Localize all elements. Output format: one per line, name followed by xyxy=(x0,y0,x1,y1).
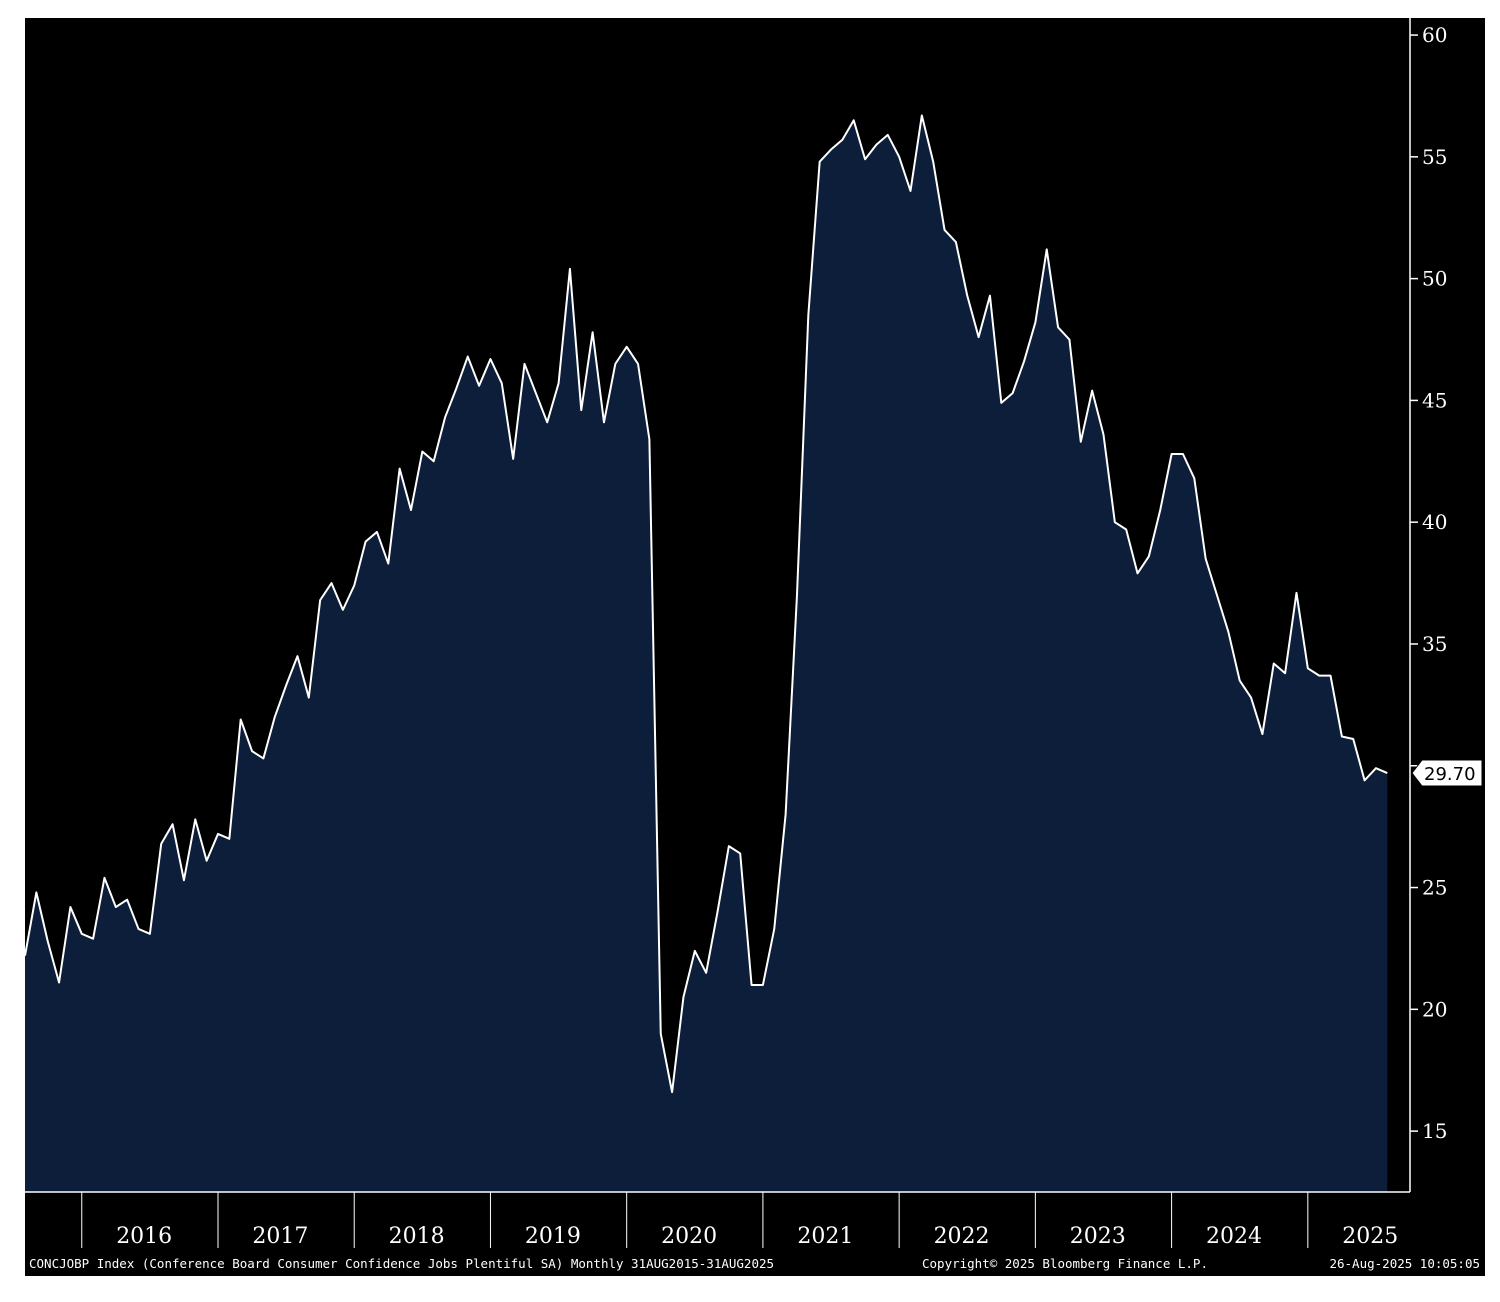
y-tick-label: 25 xyxy=(1422,876,1447,900)
x-tick-label: 2022 xyxy=(934,1224,990,1249)
y-tick-label: 20 xyxy=(1422,997,1447,1021)
area-layer xyxy=(25,114,1388,1192)
x-tick-label: 2024 xyxy=(1206,1224,1262,1249)
footer-description: CONCJOBP Index (Conference Board Consume… xyxy=(29,1256,774,1271)
last-value-tag xyxy=(1411,759,1483,787)
y-tick-label: 45 xyxy=(1422,388,1447,412)
x-tick-label: 2023 xyxy=(1070,1224,1126,1249)
last-value-label: 29.70 xyxy=(1424,764,1476,785)
chart-frame: 15 20 25 35 40 45 50 55 60 2016 2017 2018 2019 2020 20… xyxy=(25,18,1485,1276)
x-tick-label: 2018 xyxy=(389,1224,445,1249)
y-tick-label: 35 xyxy=(1422,632,1447,656)
y-tick-label: 60 xyxy=(1422,23,1447,47)
x-tick-label: 2025 xyxy=(1342,1224,1398,1249)
series-area xyxy=(25,115,1388,1192)
footer-timestamp: 26-Aug-2025 10:05:05 xyxy=(1329,1256,1480,1271)
y-tick-label: 55 xyxy=(1422,145,1447,169)
x-tick-label: 2019 xyxy=(525,1224,581,1249)
chart-footer: CONCJOBP Index (Conference Board Consume… xyxy=(29,1256,1480,1271)
y-tick-label: 40 xyxy=(1422,510,1447,534)
series-line xyxy=(25,114,1388,1094)
y-tick-label: 50 xyxy=(1422,267,1447,291)
x-tick-label: 2017 xyxy=(252,1224,308,1249)
x-tick-label: 2016 xyxy=(116,1224,172,1249)
x-tick-label: 2020 xyxy=(661,1224,717,1249)
x-tick-label: 2021 xyxy=(797,1224,853,1249)
y-tick-label: 15 xyxy=(1422,1119,1447,1143)
footer-copyright: Copyright© 2025 Bloomberg Finance L.P. xyxy=(922,1256,1208,1271)
